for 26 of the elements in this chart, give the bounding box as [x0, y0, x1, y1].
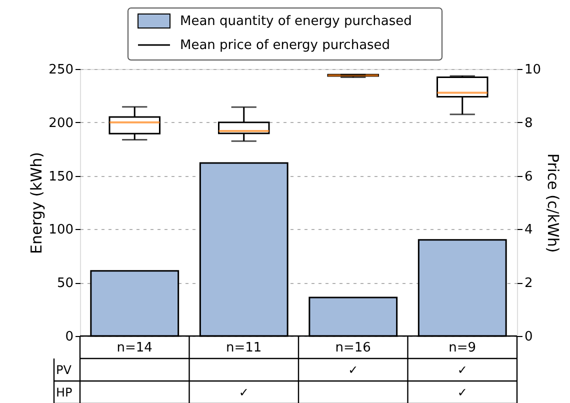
y2-tick-label: 2 [524, 276, 533, 292]
x-tick-label: n=9 [448, 340, 476, 356]
y2-tick-label: 6 [524, 169, 533, 184]
y-tick-label: 50 [56, 276, 74, 292]
y-tick-label: 150 [48, 169, 74, 184]
x-tick-label: n=11 [226, 340, 262, 356]
y2-tick-label: 10 [524, 62, 542, 78]
y-axis-title: Energy (kWh) [28, 152, 46, 254]
y2-tick-label: 4 [524, 222, 533, 238]
legend-label: Mean price of energy purchased [180, 38, 390, 53]
y-tick-label: HP [56, 385, 72, 400]
y-tick-label: 250 [48, 62, 74, 78]
text: ✓ [457, 362, 468, 377]
y-tick-label: 0 [65, 330, 74, 344]
y-tick-label: PV [56, 362, 72, 377]
y2-axis-title: Price (c/kWh) [544, 153, 562, 253]
text: ✓ [238, 385, 249, 400]
text: ✓ [348, 362, 358, 377]
y-tick-label: 100 [48, 222, 74, 238]
legend-label: Mean quantity of energy purchased [180, 14, 412, 29]
x-tick-label: n=14 [116, 340, 152, 356]
y-tick-label: 200 [48, 116, 74, 131]
y2-tick-label: 8 [524, 116, 533, 131]
text: ✓ [457, 385, 468, 400]
y2-tick-label: 0 [524, 330, 533, 344]
x-tick-label: n=16 [335, 340, 371, 356]
